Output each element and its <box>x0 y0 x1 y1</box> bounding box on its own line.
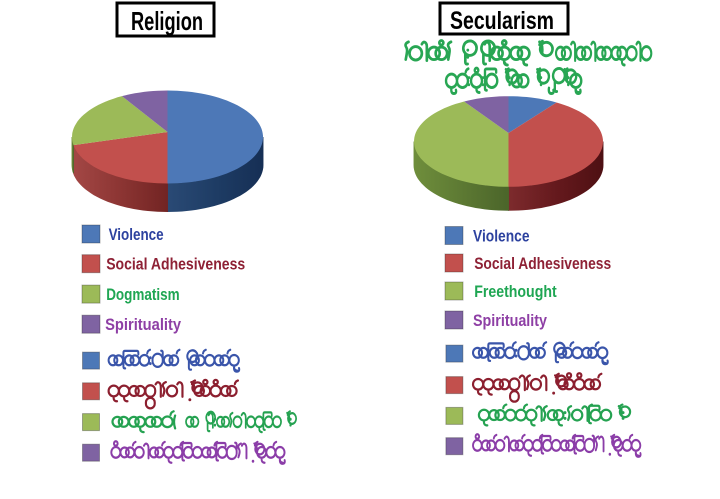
svg-text:Freethought: Freethought <box>474 282 557 301</box>
svg-text:Social Adhesiveness: Social Adhesiveness <box>474 254 611 273</box>
svg-text:Religion: Religion <box>131 6 203 36</box>
svg-text:Dogmatism: Dogmatism <box>106 285 180 304</box>
svg-text:Violence: Violence <box>473 227 530 246</box>
svg-text:Spirituality: Spirituality <box>473 311 547 330</box>
svg-text:Violence: Violence <box>109 225 164 244</box>
svg-text:Secularism: Secularism <box>450 7 554 35</box>
svg-text:Social Adhesiveness: Social Adhesiveness <box>106 255 245 274</box>
svg-text:Spirituality: Spirituality <box>105 315 181 334</box>
